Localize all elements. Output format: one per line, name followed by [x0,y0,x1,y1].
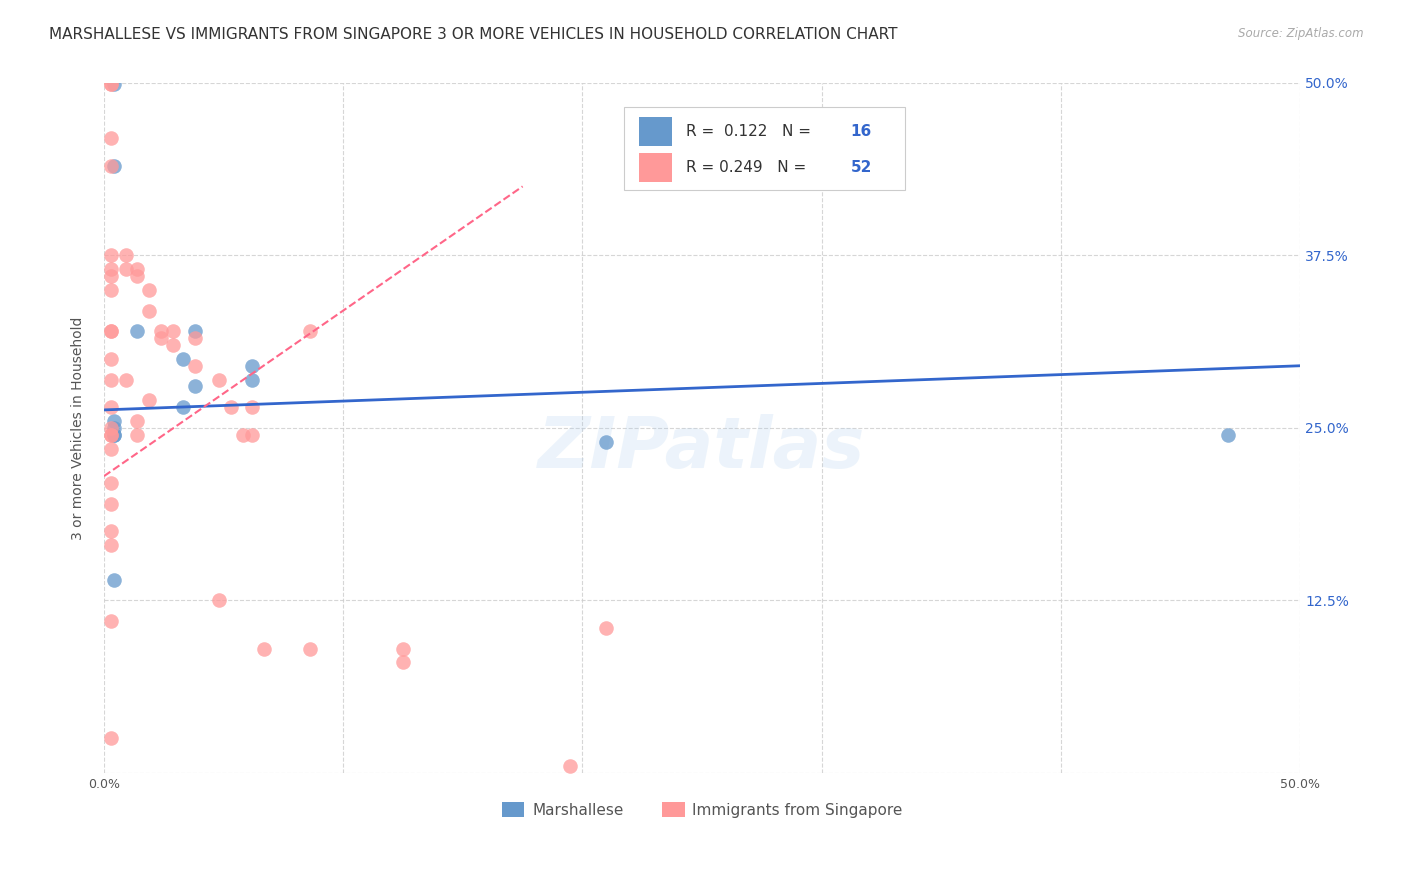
Point [100,614,122,628]
Point [184,331,207,345]
Point [240,373,263,387]
Point [172,400,194,414]
Point [162,338,184,352]
Point [240,359,263,373]
Legend: Marshallese, Immigrants from Singapore: Marshallese, Immigrants from Singapore [495,796,908,823]
Point [127,324,149,338]
Point [100,373,122,387]
Point [100,497,122,511]
Point [100,248,122,262]
Text: R = 0.249   N =: R = 0.249 N = [686,160,811,175]
Point [100,159,122,173]
Point [100,524,122,539]
Point [595,621,617,635]
Point [100,421,122,435]
Point [208,593,231,607]
Point [103,573,125,587]
Text: Source: ZipAtlas.com: Source: ZipAtlas.com [1239,27,1364,40]
Point [100,78,122,92]
Point [392,656,415,670]
Point [103,427,125,442]
Point [1218,427,1240,442]
Point [219,400,242,414]
Point [127,269,149,284]
FancyBboxPatch shape [638,118,672,146]
Point [138,393,160,408]
Point [127,414,149,428]
Point [100,476,122,491]
Point [232,427,254,442]
Text: ZIPatlas: ZIPatlas [538,414,866,483]
Point [100,400,122,414]
Point [114,373,136,387]
Point [240,427,263,442]
Point [100,324,122,338]
Point [103,427,125,442]
Point [595,434,617,449]
Text: R =  0.122   N =: R = 0.122 N = [686,124,817,139]
Text: 52: 52 [851,160,872,175]
Point [100,427,122,442]
Point [100,442,122,456]
Point [150,331,173,345]
Point [138,303,160,318]
Point [392,641,415,656]
Point [184,324,207,338]
Point [100,262,122,277]
Point [100,731,122,746]
Point [240,400,263,414]
Point [100,131,122,145]
Point [100,351,122,366]
Point [298,641,321,656]
Point [100,78,122,92]
Point [114,248,136,262]
Point [100,324,122,338]
Point [103,159,125,173]
Point [184,359,207,373]
Point [100,269,122,284]
Point [127,427,149,442]
Point [100,427,122,442]
Point [127,262,149,277]
Y-axis label: 3 or more Vehicles in Household: 3 or more Vehicles in Household [72,316,86,540]
FancyBboxPatch shape [638,153,672,182]
Point [100,538,122,552]
Point [103,421,125,435]
FancyBboxPatch shape [624,107,905,190]
Point [103,414,125,428]
Point [138,283,160,297]
Text: MARSHALLESE VS IMMIGRANTS FROM SINGAPORE 3 OR MORE VEHICLES IN HOUSEHOLD CORRELA: MARSHALLESE VS IMMIGRANTS FROM SINGAPORE… [49,27,897,42]
Point [172,351,194,366]
Point [253,641,276,656]
Point [114,262,136,277]
Point [162,324,184,338]
Text: 16: 16 [851,124,872,139]
Point [150,324,173,338]
Point [103,78,125,92]
Point [560,759,582,773]
Point [298,324,321,338]
Point [208,373,231,387]
Point [184,379,207,393]
Point [100,283,122,297]
